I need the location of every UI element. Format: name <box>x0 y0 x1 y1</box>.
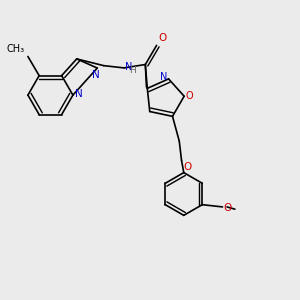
Text: O: O <box>186 91 193 101</box>
Text: N: N <box>124 62 132 72</box>
Text: O: O <box>158 33 166 43</box>
Text: CH₃: CH₃ <box>6 44 24 54</box>
Text: O: O <box>224 203 232 213</box>
Text: N: N <box>92 70 100 80</box>
Text: N: N <box>160 71 167 82</box>
Text: O: O <box>183 162 191 172</box>
Text: H: H <box>129 66 136 75</box>
Text: N: N <box>75 89 83 99</box>
